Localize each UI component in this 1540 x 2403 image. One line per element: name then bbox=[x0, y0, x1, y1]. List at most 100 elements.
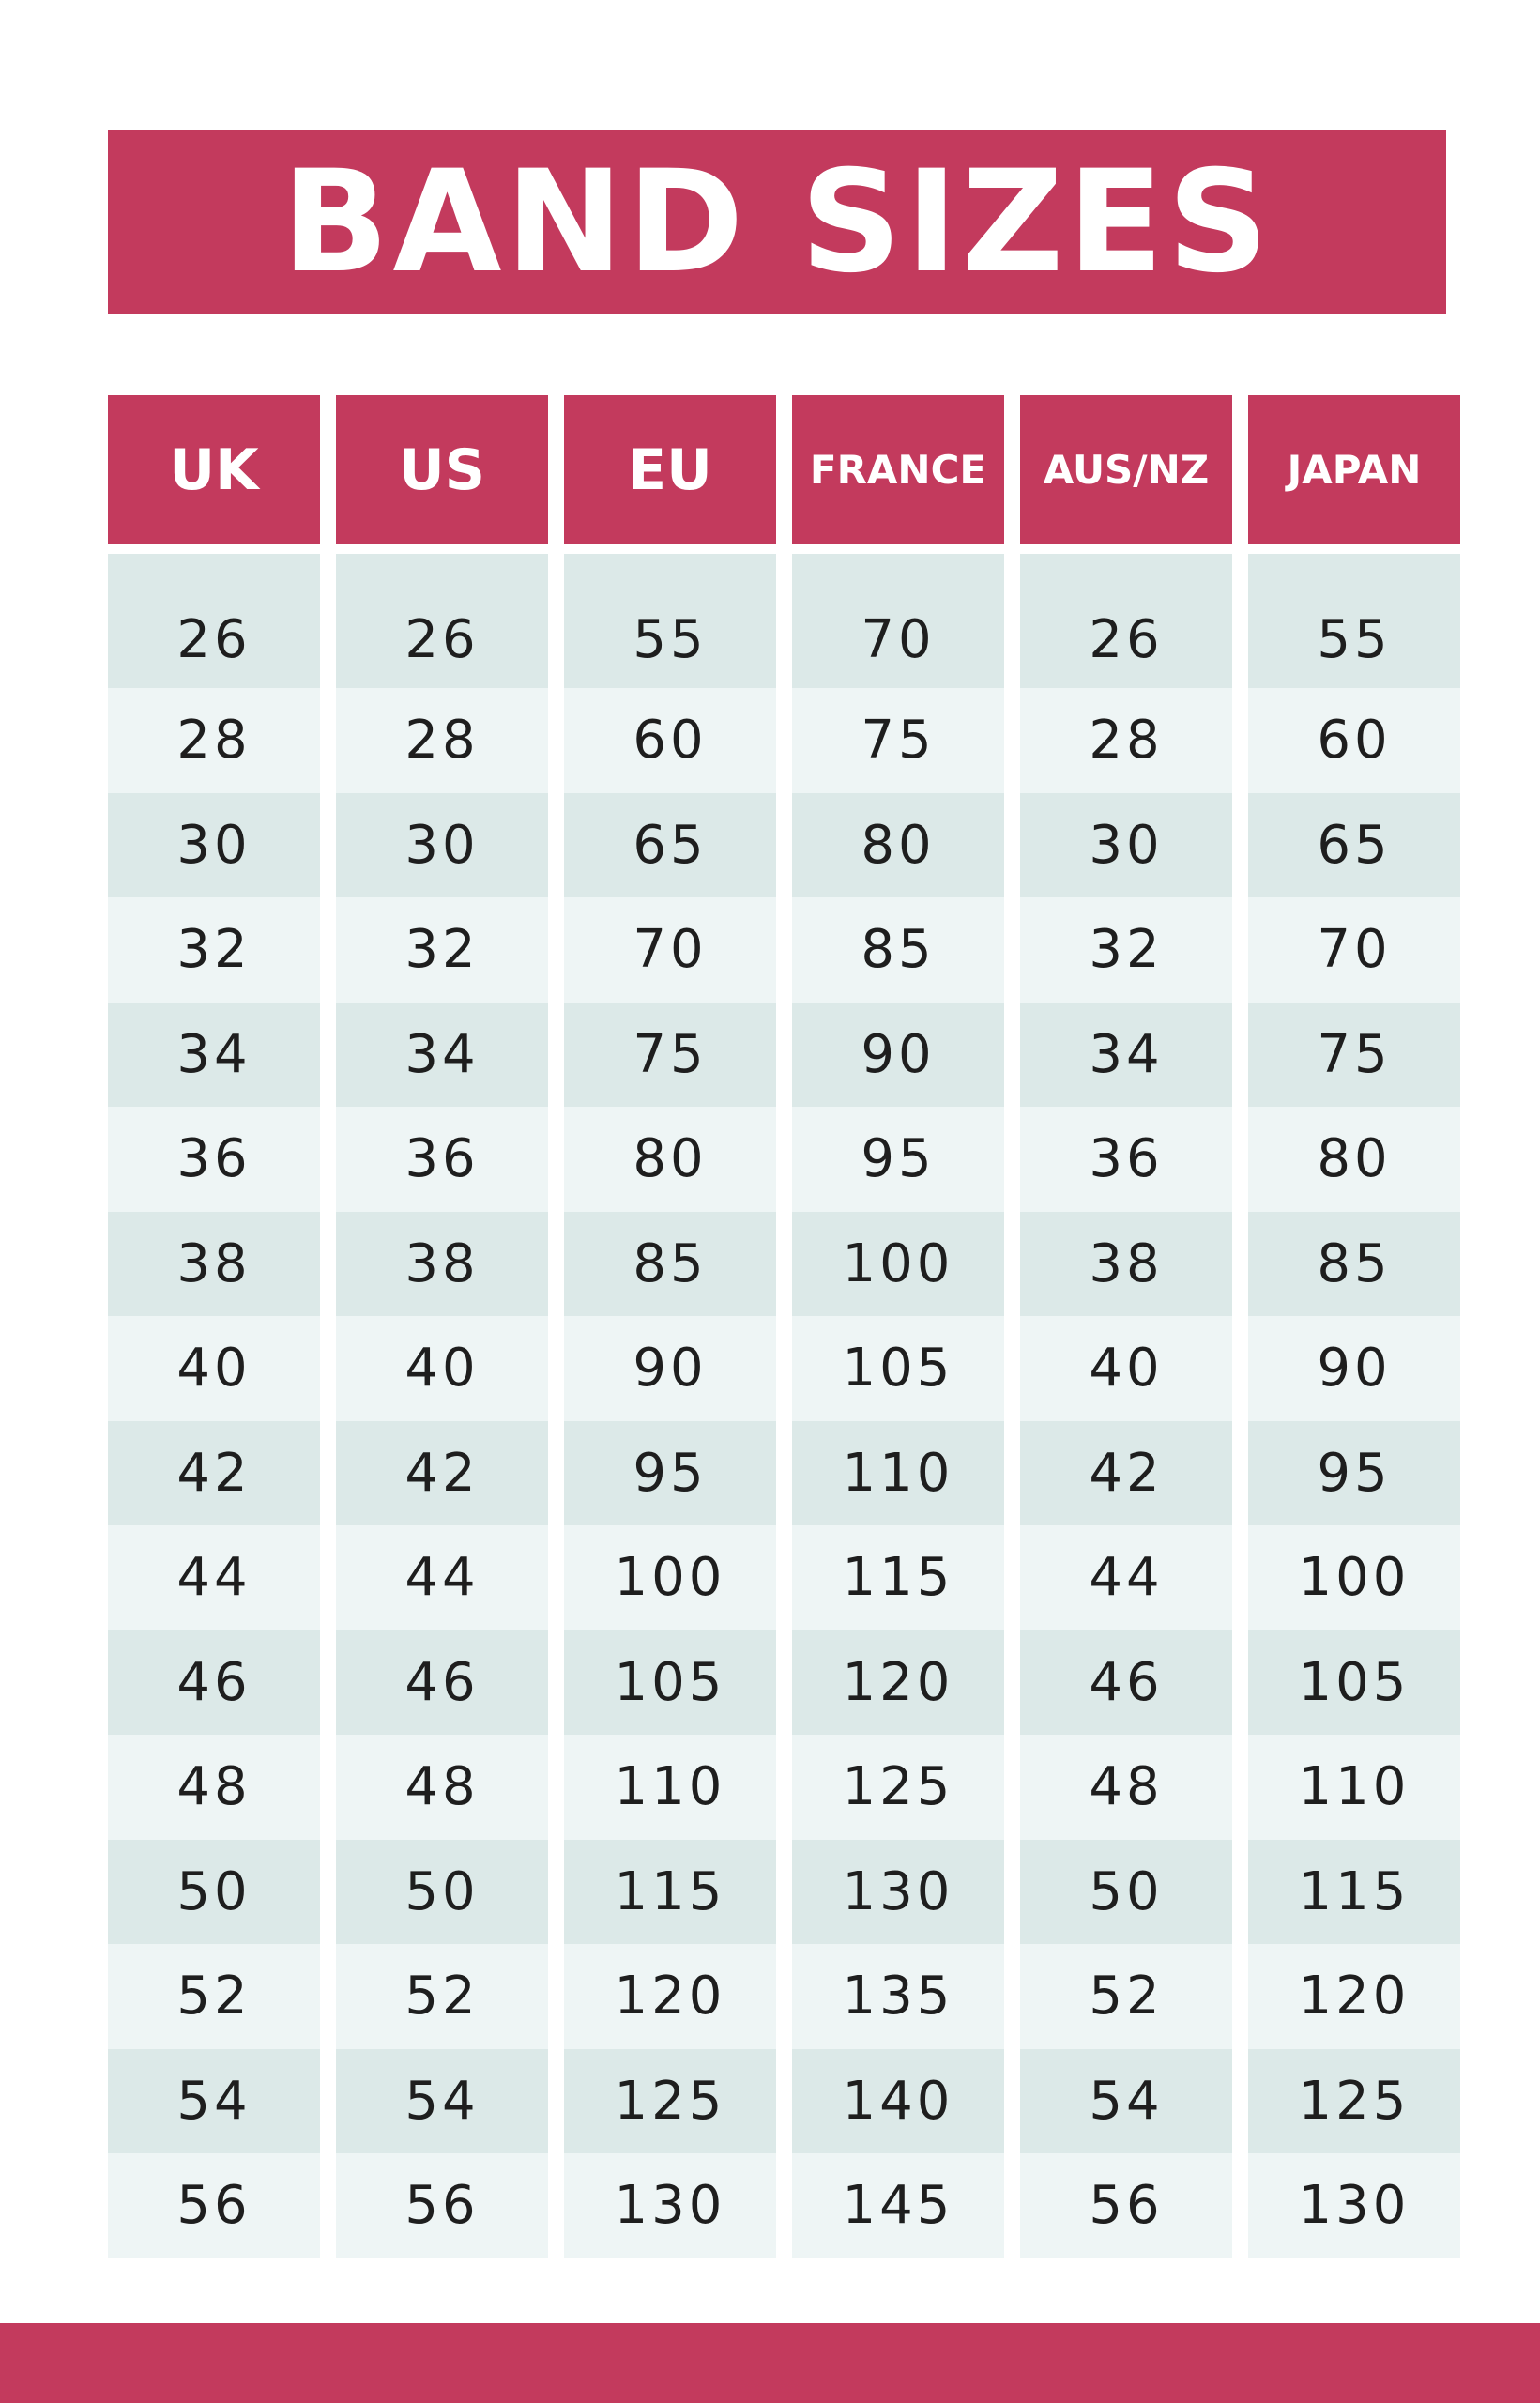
table-cell: 36 bbox=[336, 1107, 548, 1212]
size-value: 40 bbox=[1089, 1338, 1164, 1400]
table-cell: 105 bbox=[792, 1316, 1004, 1421]
table-cell: 90 bbox=[792, 1002, 1004, 1107]
table-cell: 56 bbox=[108, 2153, 320, 2258]
table-cell: 75 bbox=[792, 688, 1004, 793]
column-header: UK bbox=[108, 395, 320, 544]
table-cell: 50 bbox=[108, 1839, 320, 1944]
size-value: 85 bbox=[861, 919, 936, 981]
size-value: 44 bbox=[1089, 1547, 1164, 1609]
table-cell: 115 bbox=[1248, 1839, 1460, 1944]
table-cell: 75 bbox=[564, 1002, 776, 1107]
column-header: AUS/NZ bbox=[1020, 395, 1232, 544]
table-cell: 40 bbox=[108, 1316, 320, 1421]
size-value: 105 bbox=[842, 1338, 954, 1400]
table-cell: 40 bbox=[1020, 1316, 1232, 1421]
table-cell: 34 bbox=[1020, 1002, 1232, 1107]
table-cell: 50 bbox=[1020, 1839, 1232, 1944]
size-value: 65 bbox=[633, 814, 708, 876]
table-cell: 95 bbox=[792, 1107, 1004, 1212]
size-value: 95 bbox=[633, 1442, 708, 1504]
table-cell: 56 bbox=[336, 2153, 548, 2258]
band-size-table: UK 26 28 30 32 34 36 38 40 42 44 46 48 50 52 54 56 US 26 28… bbox=[108, 395, 1460, 2258]
size-value: 54 bbox=[404, 2070, 480, 2132]
table-cell: 32 bbox=[336, 897, 548, 1003]
size-value: 28 bbox=[404, 710, 480, 772]
size-value: 32 bbox=[176, 919, 252, 981]
size-value: 135 bbox=[842, 1966, 954, 2028]
size-value: 54 bbox=[1089, 2070, 1164, 2132]
size-value: 75 bbox=[1317, 1023, 1392, 1085]
size-value: 36 bbox=[176, 1128, 252, 1190]
table-cell: 54 bbox=[108, 2048, 320, 2153]
table-cell: 130 bbox=[792, 1839, 1004, 1944]
table-cell: 110 bbox=[1248, 1735, 1460, 1840]
size-value: 95 bbox=[1317, 1442, 1392, 1504]
table-cell: 140 bbox=[792, 2048, 1004, 2153]
table-cell: 44 bbox=[108, 1525, 320, 1630]
table-cell: 120 bbox=[564, 1944, 776, 2049]
size-value: 52 bbox=[404, 1966, 480, 2028]
size-value: 50 bbox=[1089, 1860, 1164, 1922]
table-cell: 115 bbox=[792, 1525, 1004, 1630]
size-value: 125 bbox=[842, 1756, 954, 1818]
table-cell: 56 bbox=[1020, 2153, 1232, 2258]
size-value: 80 bbox=[1317, 1128, 1392, 1190]
table-cell: 26 bbox=[1020, 554, 1232, 688]
size-value: 90 bbox=[861, 1023, 936, 1085]
table-cell: 50 bbox=[336, 1839, 548, 1944]
size-column-japan: JAPAN 55 60 65 70 75 80 85 90 95 100 105 110 115 120 12… bbox=[1248, 395, 1460, 2258]
size-value: 60 bbox=[1317, 710, 1392, 772]
size-value: 34 bbox=[176, 1023, 252, 1085]
table-cell: 75 bbox=[1248, 1002, 1460, 1107]
table-cell: 70 bbox=[1248, 897, 1460, 1003]
size-column-uk: UK 26 28 30 32 34 36 38 40 42 44 46 48 50 52 54 56 bbox=[108, 395, 320, 2258]
size-value: 26 bbox=[404, 609, 480, 670]
table-cell: 100 bbox=[564, 1525, 776, 1630]
size-value: 70 bbox=[633, 919, 708, 981]
size-value: 55 bbox=[1317, 609, 1392, 670]
size-value: 90 bbox=[1317, 1338, 1392, 1400]
size-value: 56 bbox=[176, 2175, 252, 2237]
size-value: 130 bbox=[614, 2175, 726, 2237]
size-value: 38 bbox=[404, 1232, 480, 1294]
size-value: 26 bbox=[1089, 609, 1164, 670]
table-cell: 32 bbox=[108, 897, 320, 1003]
table-cell: 130 bbox=[564, 2153, 776, 2258]
table-cell: 65 bbox=[1248, 792, 1460, 897]
table-cell: 44 bbox=[1020, 1525, 1232, 1630]
size-value: 110 bbox=[1298, 1756, 1410, 1818]
table-cell: 52 bbox=[1020, 1944, 1232, 2049]
size-value: 100 bbox=[1298, 1547, 1410, 1609]
table-cell: 60 bbox=[1248, 688, 1460, 793]
size-value: 55 bbox=[633, 609, 708, 670]
size-value: 50 bbox=[176, 1860, 252, 1922]
size-value: 140 bbox=[842, 2070, 954, 2132]
size-value: 34 bbox=[404, 1023, 480, 1085]
table-cell: 70 bbox=[792, 554, 1004, 688]
table-cell: 28 bbox=[1020, 688, 1232, 793]
table-cell: 46 bbox=[1020, 1630, 1232, 1735]
size-value: 54 bbox=[176, 2070, 252, 2132]
table-cell: 30 bbox=[108, 792, 320, 897]
size-value: 65 bbox=[1317, 814, 1392, 876]
size-value: 125 bbox=[614, 2070, 726, 2132]
footer-bar bbox=[0, 2323, 1540, 2403]
size-value: 50 bbox=[404, 1860, 480, 1922]
size-value: 52 bbox=[1089, 1966, 1164, 2028]
table-cell: 52 bbox=[336, 1944, 548, 2049]
size-value: 130 bbox=[1298, 2175, 1410, 2237]
table-cell: 26 bbox=[108, 554, 320, 688]
table-cell: 100 bbox=[792, 1211, 1004, 1316]
table-cell: 125 bbox=[1248, 2048, 1460, 2153]
size-value: 80 bbox=[861, 814, 936, 876]
size-value: 42 bbox=[176, 1442, 252, 1504]
size-value: 120 bbox=[842, 1651, 954, 1713]
table-cell: 55 bbox=[564, 554, 776, 688]
column-header: EU bbox=[564, 395, 776, 544]
table-cell: 30 bbox=[336, 792, 548, 897]
table-cell: 110 bbox=[792, 1420, 1004, 1525]
table-cell: 54 bbox=[336, 2048, 548, 2153]
size-value: 110 bbox=[614, 1756, 726, 1818]
size-value: 115 bbox=[842, 1547, 954, 1609]
